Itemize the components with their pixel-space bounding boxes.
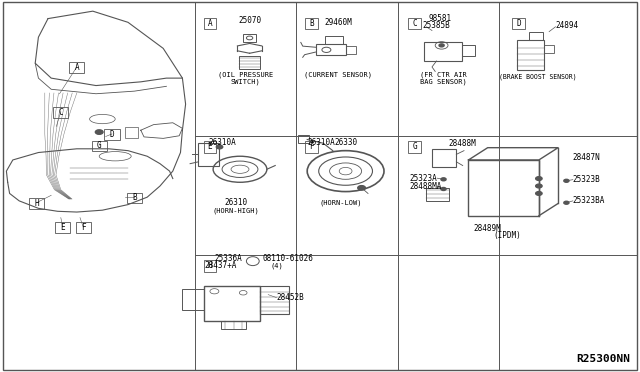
Bar: [243, 34, 256, 42]
Text: 28437+A: 28437+A: [205, 262, 237, 270]
Text: 25070: 25070: [238, 16, 261, 25]
Bar: [55, 222, 70, 233]
Text: 28489M: 28489M: [474, 224, 502, 233]
Bar: [325, 36, 343, 44]
Text: 26310A: 26310A: [208, 138, 236, 147]
Bar: [221, 321, 246, 329]
Text: H: H: [207, 262, 212, 270]
Bar: [517, 40, 544, 70]
Text: (OIL PRESSURE: (OIL PRESSURE: [218, 71, 273, 78]
Text: 98581: 98581: [429, 14, 452, 23]
Text: 26330: 26330: [335, 138, 358, 147]
Bar: [512, 18, 525, 29]
Circle shape: [564, 201, 569, 204]
Bar: [544, 45, 554, 53]
Bar: [29, 198, 44, 209]
Text: E: E: [60, 223, 65, 232]
Text: SWITCH): SWITCH): [231, 78, 260, 85]
Bar: [468, 160, 539, 216]
Text: 08110-61026: 08110-61026: [262, 254, 313, 263]
Text: F: F: [309, 142, 314, 151]
Circle shape: [536, 192, 542, 195]
Text: E: E: [207, 142, 212, 151]
Text: B: B: [309, 19, 314, 28]
Bar: [204, 260, 216, 272]
Text: 26310A: 26310A: [307, 138, 335, 147]
Text: 25336A: 25336A: [214, 254, 242, 263]
Bar: [529, 32, 543, 40]
Bar: [260, 286, 289, 314]
Circle shape: [439, 44, 444, 47]
Bar: [182, 289, 204, 310]
Bar: [92, 141, 107, 151]
Text: H: H: [34, 199, 39, 208]
Bar: [104, 129, 120, 140]
Text: (BRAKE BOOST SENSOR): (BRAKE BOOST SENSOR): [499, 74, 577, 80]
Bar: [76, 222, 91, 233]
Text: (4): (4): [270, 262, 283, 269]
Circle shape: [216, 145, 223, 149]
Text: 28452B: 28452B: [276, 293, 304, 302]
Circle shape: [536, 177, 542, 180]
Bar: [298, 135, 309, 143]
Text: G: G: [412, 142, 417, 151]
Text: (FR CTR AIR: (FR CTR AIR: [420, 71, 467, 78]
Text: C: C: [58, 108, 63, 117]
Bar: [69, 62, 84, 73]
Bar: [424, 42, 462, 61]
Circle shape: [95, 130, 103, 134]
Bar: [408, 18, 421, 29]
Text: A: A: [74, 63, 79, 72]
Bar: [408, 141, 421, 153]
Bar: [204, 286, 260, 321]
Text: 25323A: 25323A: [410, 174, 437, 183]
Text: 25323B: 25323B: [573, 175, 600, 184]
Text: D: D: [516, 19, 521, 28]
Bar: [426, 188, 449, 201]
Bar: [316, 44, 346, 55]
Bar: [127, 193, 142, 203]
Text: D: D: [109, 130, 115, 139]
Bar: [53, 107, 68, 118]
Bar: [204, 18, 216, 29]
Circle shape: [564, 179, 569, 182]
Text: C: C: [412, 19, 417, 28]
Text: BAG SENSOR): BAG SENSOR): [420, 78, 467, 85]
Bar: [305, 141, 318, 153]
Bar: [125, 127, 138, 138]
Text: 24894: 24894: [556, 21, 579, 30]
Text: (HORN-LOW): (HORN-LOW): [319, 200, 362, 206]
Text: 25385B: 25385B: [422, 21, 450, 30]
Text: 26310: 26310: [224, 198, 247, 207]
Text: R25300NN: R25300NN: [577, 354, 630, 364]
Bar: [239, 56, 260, 69]
Text: B: B: [132, 193, 137, 202]
Text: (IPDM): (IPDM): [493, 231, 521, 240]
Bar: [198, 143, 219, 166]
Text: 28488MA: 28488MA: [410, 182, 442, 191]
Text: 29460M: 29460M: [324, 18, 352, 27]
Bar: [305, 18, 318, 29]
Text: G: G: [97, 141, 102, 150]
Bar: [204, 141, 216, 153]
Circle shape: [441, 187, 446, 190]
Circle shape: [109, 136, 115, 139]
Text: F: F: [81, 223, 86, 232]
Text: 28488M: 28488M: [448, 139, 476, 148]
Text: 28487N: 28487N: [573, 153, 600, 162]
Circle shape: [358, 186, 365, 190]
Bar: [432, 149, 456, 167]
Bar: [346, 46, 356, 54]
Text: A: A: [207, 19, 212, 28]
Text: (CURRENT SENSOR): (CURRENT SENSOR): [304, 71, 372, 78]
Circle shape: [536, 184, 542, 188]
Text: (HORN-HIGH): (HORN-HIGH): [212, 207, 259, 214]
Circle shape: [441, 178, 446, 181]
Text: 25323BA: 25323BA: [573, 196, 605, 205]
Bar: [462, 45, 475, 56]
